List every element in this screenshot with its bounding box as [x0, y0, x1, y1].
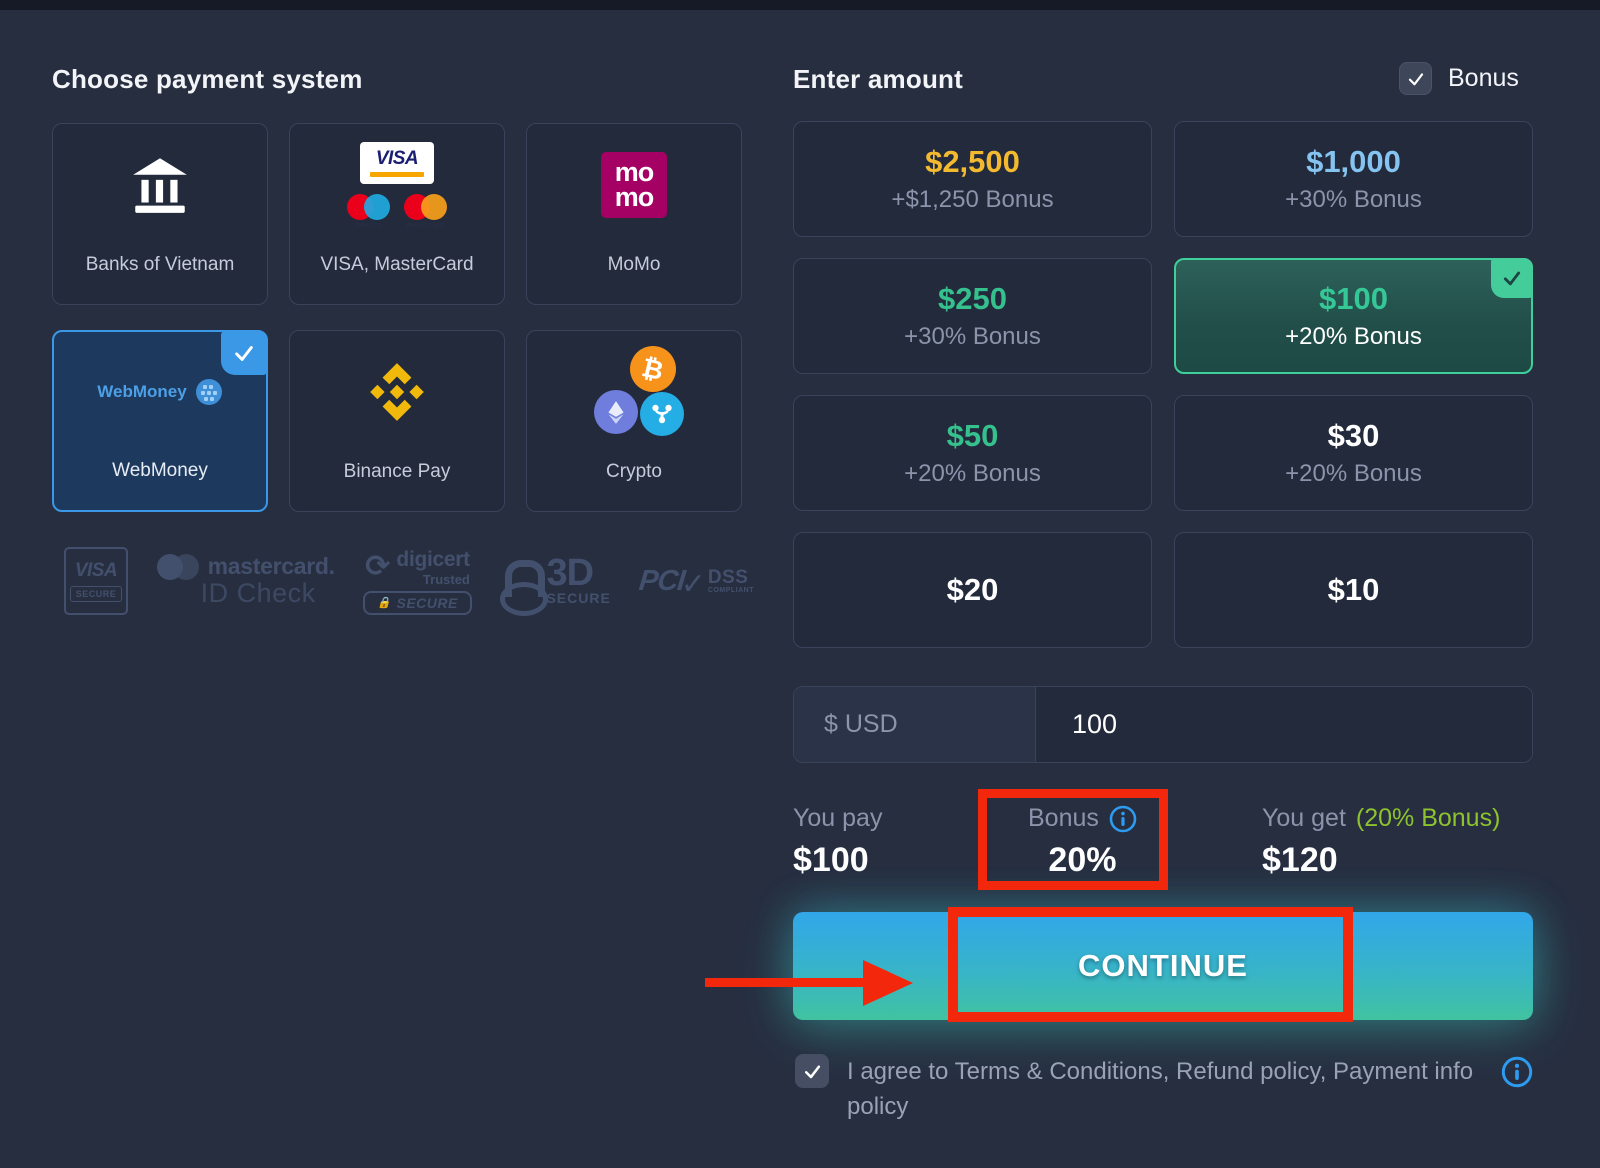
amount-option-100-selected[interactable]: $100 +20% Bonus	[1174, 258, 1533, 374]
selected-check-icon	[221, 331, 267, 375]
amount-option-10[interactable]: $10	[1174, 532, 1533, 648]
digicert-arrows-icon: ⟳	[365, 550, 391, 583]
payment-method-webmoney[interactable]: WebMoney WebMoney	[52, 330, 268, 512]
agreement-text[interactable]: I agree to Terms & Conditions, Refund po…	[847, 1058, 1474, 1120]
payment-methods-grid: Banks of Vietnam VISA maestro	[52, 123, 742, 512]
you-get-value: $120	[1262, 841, 1338, 879]
amount-input[interactable]: 100	[1036, 687, 1532, 762]
momo-icon: mo mo	[527, 124, 741, 246]
crypto-icon: ₿	[527, 331, 741, 453]
amount-option-30[interactable]: $30 +20% Bonus	[1174, 395, 1533, 511]
payment-method-binance-pay[interactable]: Binance Pay	[289, 330, 505, 512]
pci-dss-badge: PCI ✓ DSS COMPLIANT	[637, 564, 754, 601]
amount-option-1000[interactable]: $1,000 +30% Bonus	[1174, 121, 1533, 237]
ethereum-icon	[594, 390, 638, 434]
amount-bonus: +30% Bonus	[904, 323, 1041, 350]
window-top-edge	[0, 0, 1600, 10]
webmoney-icon: WebMoney	[54, 332, 266, 452]
amount-value: $50	[946, 418, 999, 453]
mastercard-logo: mastercard	[404, 193, 447, 229]
agreement-checkbox[interactable]	[795, 1054, 829, 1088]
continue-button[interactable]: CONTINUE	[793, 912, 1533, 1020]
amount-bonus: +30% Bonus	[1285, 186, 1422, 213]
amount-value: $2,500	[925, 144, 1020, 179]
you-pay-label: You pay	[793, 804, 883, 832]
you-get-note: (20% Bonus)	[1355, 804, 1501, 832]
payment-method-momo[interactable]: mo mo MoMo	[526, 123, 742, 305]
you-get-block: You get (20% Bonus) $120	[1262, 804, 1500, 880]
amount-bonus: +20% Bonus	[904, 460, 1041, 487]
currency-selector[interactable]: $ USD	[794, 687, 1036, 762]
lock-icon: 🔒	[377, 597, 392, 609]
payment-method-label: Banks of Vietnam	[85, 254, 235, 275]
payment-method-label: WebMoney	[112, 460, 208, 481]
amount-option-50[interactable]: $50 +20% Bonus	[793, 395, 1152, 511]
amount-value: $20	[946, 572, 999, 607]
enter-amount-title: Enter amount	[793, 64, 963, 94]
payment-method-label: Binance Pay	[343, 461, 451, 482]
bonus-checkbox[interactable]	[1399, 62, 1432, 95]
selected-check-icon	[1491, 258, 1533, 298]
amount-value: $100	[1319, 281, 1388, 316]
bitcoin-icon: ₿	[630, 346, 676, 392]
payment-method-label: Crypto	[606, 461, 662, 482]
amount-bonus: +$1,250 Bonus	[891, 186, 1054, 213]
ripple-icon	[640, 392, 684, 436]
payment-method-label: MoMo	[607, 254, 661, 275]
amount-bonus: +20% Bonus	[1285, 460, 1422, 487]
maestro-logo: maestro	[347, 193, 390, 229]
check-glyph: ✓	[680, 567, 706, 601]
amount-options-grid: $2,500 +$1,250 Bonus $1,000 +30% Bonus $…	[793, 121, 1533, 648]
binance-icon	[290, 331, 504, 453]
amount-value: $30	[1327, 418, 1380, 453]
agreement-row: I agree to Terms & Conditions, Refund po…	[795, 1054, 1533, 1124]
mastercard-id-check-badge: mastercard. ID Check	[156, 553, 335, 609]
amount-bonus: +20% Bonus	[1285, 323, 1422, 350]
amount-option-250[interactable]: $250 +30% Bonus	[793, 258, 1152, 374]
payment-method-visa-mastercard[interactable]: VISA maestro mastercard	[289, 123, 505, 305]
bonus-label: Bonus	[1028, 804, 1099, 832]
bonus-value: 20%	[1048, 841, 1117, 879]
you-get-label: You get	[1262, 804, 1346, 832]
amount-value: $250	[938, 281, 1007, 316]
you-pay-block: You pay $100	[793, 804, 882, 880]
amount-value: $10	[1327, 572, 1380, 607]
payment-method-crypto[interactable]: ₿ Crypt	[526, 330, 742, 512]
bonus-info-icon[interactable]	[1109, 805, 1137, 833]
agreement-info-icon[interactable]	[1501, 1056, 1533, 1093]
bonus-toggle-label: Bonus	[1448, 64, 1519, 92]
bonus-block: Bonus 20%	[1028, 804, 1137, 880]
mastercard-circles-icon	[156, 553, 199, 580]
3d-secure-badge: 3D SECURE	[500, 554, 610, 616]
trust-badges-row: VISA SECURE mastercard. ID Check ⟳ digic…	[64, 545, 754, 617]
visa-secure-badge: VISA SECURE	[64, 547, 128, 615]
you-pay-value: $100	[793, 841, 869, 879]
digicert-badge: ⟳ digicert Trusted 🔒 SECURE	[363, 548, 472, 615]
bank-icon	[53, 124, 267, 246]
bonus-toggle[interactable]: Bonus	[1399, 62, 1519, 95]
visa-logo-text: VISA	[375, 147, 419, 169]
payment-method-label: VISA, MasterCard	[320, 254, 474, 275]
choose-payment-title: Choose payment system	[52, 64, 363, 94]
amount-option-2500[interactable]: $2,500 +$1,250 Bonus	[793, 121, 1152, 237]
amount-input-group: $ USD 100	[793, 686, 1533, 763]
padlock-icon	[500, 560, 549, 616]
amount-option-20[interactable]: $20	[793, 532, 1152, 648]
visa-mastercard-icon: VISA maestro mastercard	[290, 124, 504, 246]
payment-method-banks-of-vietnam[interactable]: Banks of Vietnam	[52, 123, 268, 305]
amount-value: $1,000	[1306, 144, 1401, 179]
